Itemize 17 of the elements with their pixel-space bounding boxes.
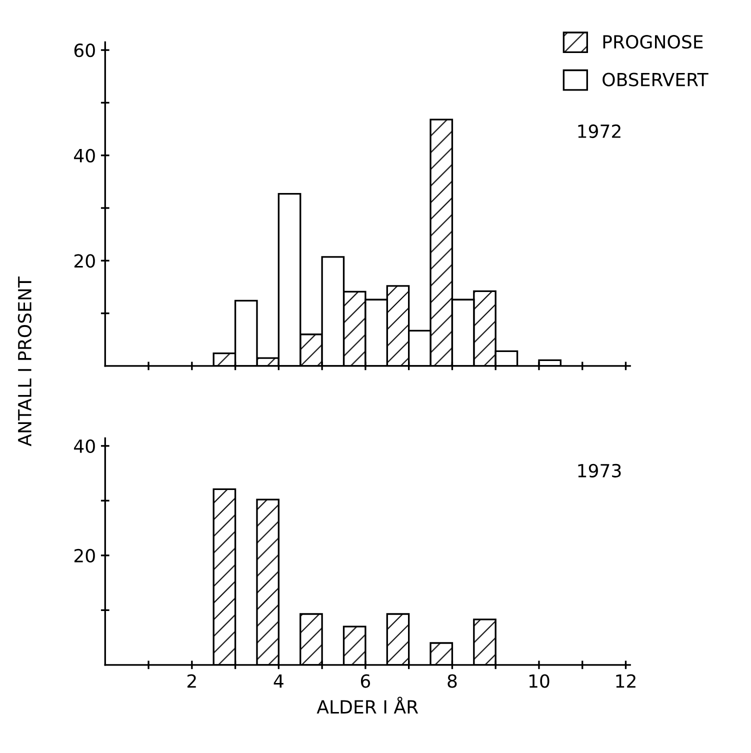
y-tick-label: 20	[74, 254, 95, 268]
y-tick-label: 20	[74, 548, 95, 563]
y-tick-label: 40	[74, 439, 95, 454]
x-axis-title: ALDER I ÅR	[316, 696, 418, 714]
x-tick-label: 4	[274, 674, 284, 688]
x-tick-label: 10	[529, 674, 550, 688]
legend-label: PROGNOSE	[603, 35, 703, 49]
y-tick-label: 40	[74, 148, 95, 162]
x-tick-label: 8	[448, 674, 457, 688]
annotation: 1972	[578, 124, 620, 138]
x-tick-label: 6	[360, 674, 370, 688]
y-axis-title: ANTALL I PROSENT	[18, 276, 32, 446]
y-tick-label: 60	[74, 44, 95, 58]
x-tick-label: 2	[187, 674, 196, 688]
annotation: 1973	[578, 464, 621, 478]
legend-label: OBSERVERT	[602, 72, 708, 86]
x-tick-label: 12	[616, 674, 636, 688]
